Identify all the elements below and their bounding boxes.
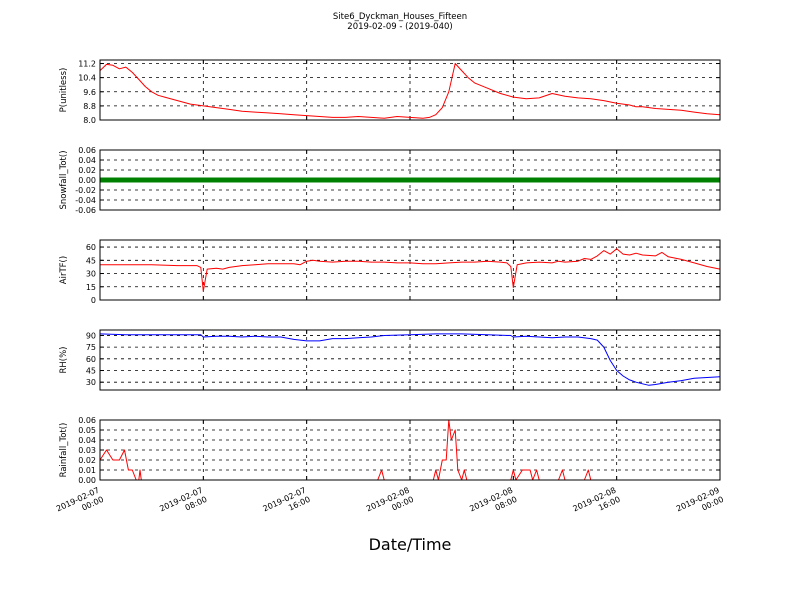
y-tick-label: -0.06: [75, 206, 96, 215]
y-tick-label: 45: [86, 256, 96, 265]
panel-frame: [99, 59, 721, 121]
x-tick-label: 2019-02-0900:00: [675, 486, 725, 523]
panel-frame: [99, 149, 721, 211]
series-line-4: [99, 333, 721, 386]
y-axis-label: Rainfall_Tot(): [59, 423, 69, 478]
x-tick-label: 2019-02-0808:00: [468, 486, 518, 523]
y-tick-label: 0.06: [78, 146, 96, 155]
x-axis-label: Date/Time: [369, 535, 452, 554]
y-tick-label: 0.06: [78, 416, 96, 425]
y-tick-label: 0.00: [78, 176, 96, 185]
y-tick-label: 0.00: [78, 476, 96, 485]
y-tick-label: 0.02: [78, 166, 96, 175]
panel-5: 0.000.010.020.030.040.050.06 Rainfall_Tot…: [59, 416, 721, 485]
panel-1: 8.0 8.8 9.6 10.4 11.2 P(unitless): [59, 59, 721, 125]
x-tick-label: 2019-02-0800:00: [365, 486, 415, 523]
y-tick-label: 60: [86, 355, 96, 364]
series-line-1: [99, 63, 721, 119]
y-tick-label: 30: [86, 378, 96, 387]
panel-frame: [99, 239, 721, 301]
panel-4: 30 45 60 75 90 RH(%): [59, 329, 721, 391]
panel-frame: [99, 329, 721, 391]
y-axis-label: RH(%): [59, 346, 69, 373]
y-tick-label: -0.04: [75, 196, 96, 205]
y-tick-label: 9.6: [83, 88, 96, 97]
y-tick-label: 90: [86, 331, 96, 340]
series-line-3: [100, 248, 721, 292]
y-axis-label: P(unitless): [59, 68, 69, 113]
y-axis-label: AirTF(): [59, 256, 69, 284]
y-tick-label: 10.4: [78, 74, 96, 83]
y-tick-label: 45: [86, 367, 96, 376]
y-tick-label: 0.04: [78, 436, 96, 445]
y-tick-label: 15: [86, 283, 96, 292]
x-tick-labels: 2019-02-0700:00 2019-02-0708:00 2019-02-07…: [55, 486, 725, 523]
y-tick-label: 0.04: [78, 156, 96, 165]
chart-title: Site6_Dyckman_Houses_Fifteen: [333, 12, 467, 22]
y-axis-label: Snowfall_Tot(): [59, 150, 69, 209]
y-tick-label: 60: [86, 243, 96, 252]
y-tick-label: 0: [91, 296, 96, 305]
panel-2: -0.06-0.04-0.020.000.020.040.06 Snowfall_…: [59, 146, 721, 215]
y-tick-label: 8.0: [83, 116, 96, 125]
x-tick-label: 2019-02-0816:00: [572, 486, 622, 523]
panels: 8.0 8.8 9.6 10.4 11.2 P(unitless) -0.06-0.04-0…: [59, 59, 721, 485]
panel-frame: [99, 419, 721, 481]
x-tick-label: 2019-02-0716:00: [262, 486, 312, 523]
y-tick-label: -0.02: [75, 186, 96, 195]
y-tick-label: 30: [86, 270, 96, 279]
panel-3: 0 15 30 45 60 AirTF(): [59, 239, 721, 305]
y-tick-label: 0.03: [78, 446, 96, 455]
x-tick-label: 2019-02-0700:00: [55, 486, 105, 523]
chart-subtitle: 2019-02-09 - (2019-040): [347, 22, 452, 32]
y-tick-label: 0.05: [78, 426, 96, 435]
x-tick-label: 2019-02-0708:00: [158, 486, 208, 523]
y-tick-label: 11.2: [78, 60, 96, 69]
y-tick-label: 0.02: [78, 456, 96, 465]
y-tick-label: 8.8: [83, 102, 96, 111]
y-tick-label: 75: [86, 343, 96, 352]
y-tick-label: 0.01: [78, 466, 96, 475]
